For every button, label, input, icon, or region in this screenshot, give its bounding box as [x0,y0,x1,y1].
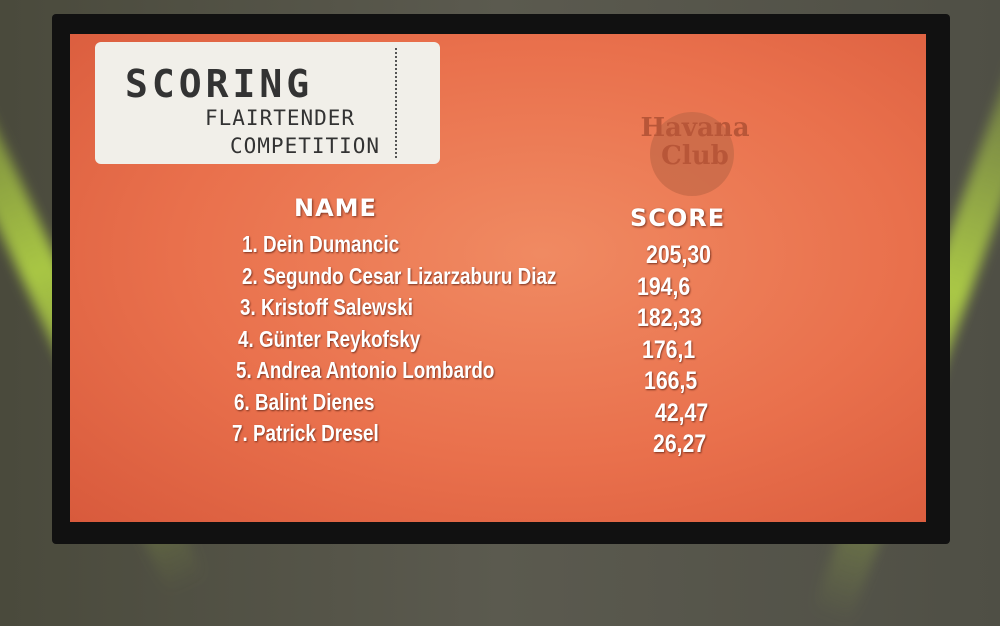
leaderboard-row-score: 182,33 [637,304,702,332]
havana-club-logo [650,112,734,196]
name-header: NAME [294,194,377,222]
leaderboard-row-score: 194,6 [637,272,691,301]
leaderboard-row-name: 2. Segundo Cesar Lizarzaburu Diaz [242,262,557,289]
title-flairtender: FLAIRTENDER [205,106,356,130]
title-ticket: SCORING FLAIRTENDER COMPETITION [95,42,440,164]
leaderboard-row-score: 176,1 [642,335,696,364]
leaderboard-row-name: 1. Dein Dumancic [242,231,400,257]
scoreboard-screen: SCORING FLAIRTENDER COMPETITION Havana C… [70,34,926,522]
havana-club-logo-text: Havana Club [640,113,750,171]
title-competition: COMPETITION [230,134,381,158]
leaderboard-row-score: 42,47 [655,398,709,427]
ticket-perforation [395,48,397,158]
leaderboard-row-name: 7. Patrick Dresel [232,420,379,446]
leaderboard-row-name: 4. Günter Reykofsky [238,325,421,352]
title-scoring: SCORING [125,62,314,106]
leaderboard-row-score: 26,27 [653,430,707,458]
leaderboard-row-score: 166,5 [644,367,698,395]
score-header: SCORE [630,204,726,232]
leaderboard-row-name: 5. Andrea Antonio Lombardo [236,357,495,383]
leaderboard-row-name: 3. Kristoff Salewski [240,294,413,320]
leaderboard-row-name: 6. Balint Dienes [234,388,375,415]
leaderboard-row-score: 205,30 [646,241,711,269]
